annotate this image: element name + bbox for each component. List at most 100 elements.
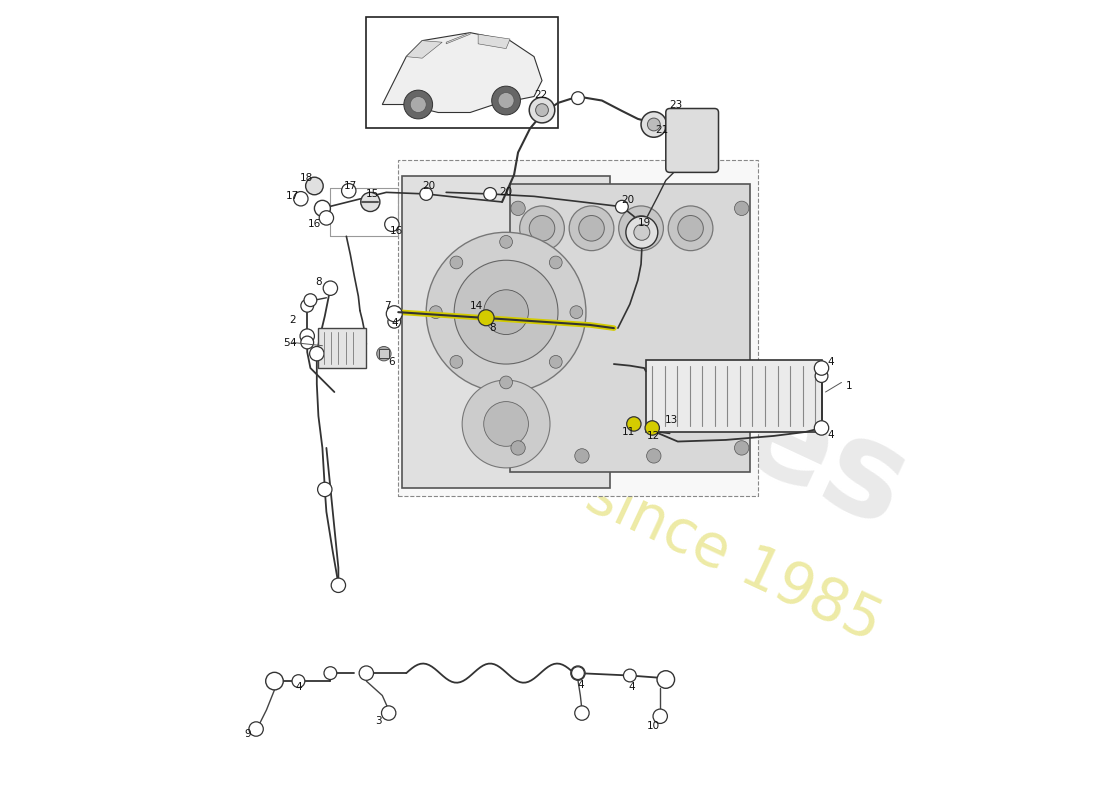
Circle shape xyxy=(388,315,400,328)
Text: 4: 4 xyxy=(578,680,584,690)
Circle shape xyxy=(815,422,828,434)
Circle shape xyxy=(382,706,396,720)
Text: 12: 12 xyxy=(647,431,660,441)
Circle shape xyxy=(575,449,590,463)
Circle shape xyxy=(668,206,713,250)
Text: 17: 17 xyxy=(286,191,299,202)
Text: a passion for parts: a passion for parts xyxy=(495,286,764,434)
Text: 4: 4 xyxy=(295,682,301,693)
Text: 4: 4 xyxy=(390,318,397,327)
Text: 4: 4 xyxy=(828,357,835,366)
Text: 16: 16 xyxy=(308,219,321,230)
Circle shape xyxy=(570,306,583,318)
Circle shape xyxy=(634,224,650,240)
Text: 13: 13 xyxy=(664,415,678,425)
Circle shape xyxy=(624,669,636,682)
Text: 20: 20 xyxy=(499,187,513,198)
Text: 8: 8 xyxy=(490,323,496,333)
Circle shape xyxy=(478,310,494,326)
Circle shape xyxy=(735,201,749,215)
Circle shape xyxy=(300,329,315,343)
FancyBboxPatch shape xyxy=(510,184,750,472)
Circle shape xyxy=(450,355,463,368)
Circle shape xyxy=(648,118,660,131)
Circle shape xyxy=(529,215,554,241)
Text: 14: 14 xyxy=(470,301,483,310)
Circle shape xyxy=(618,206,663,250)
Circle shape xyxy=(815,370,828,382)
Circle shape xyxy=(331,578,345,593)
Circle shape xyxy=(319,210,333,225)
Circle shape xyxy=(678,215,703,241)
Text: 16: 16 xyxy=(390,226,404,236)
FancyBboxPatch shape xyxy=(403,176,609,488)
FancyBboxPatch shape xyxy=(646,360,822,432)
Text: 20: 20 xyxy=(422,181,436,191)
Circle shape xyxy=(484,290,528,334)
Text: 3: 3 xyxy=(375,716,382,726)
Circle shape xyxy=(814,361,828,375)
Text: 10: 10 xyxy=(647,721,660,731)
Text: 15: 15 xyxy=(366,189,379,199)
Circle shape xyxy=(323,281,338,295)
Circle shape xyxy=(529,98,554,123)
Circle shape xyxy=(641,112,667,138)
Circle shape xyxy=(569,206,614,250)
Circle shape xyxy=(628,215,653,241)
Circle shape xyxy=(510,441,525,455)
Text: 11: 11 xyxy=(621,427,635,437)
Circle shape xyxy=(359,666,374,680)
Circle shape xyxy=(647,449,661,463)
Circle shape xyxy=(645,421,659,435)
Polygon shape xyxy=(478,34,510,49)
Circle shape xyxy=(657,670,674,688)
Text: jares: jares xyxy=(540,280,927,552)
Circle shape xyxy=(385,217,399,231)
Text: 21: 21 xyxy=(656,125,669,135)
Text: since 1985: since 1985 xyxy=(578,466,890,653)
Text: 23: 23 xyxy=(670,99,683,110)
FancyBboxPatch shape xyxy=(366,17,558,129)
Text: 17: 17 xyxy=(343,181,358,191)
FancyBboxPatch shape xyxy=(318,328,366,368)
Circle shape xyxy=(549,355,562,368)
Circle shape xyxy=(300,299,313,312)
Circle shape xyxy=(342,183,356,198)
Circle shape xyxy=(404,90,432,119)
Text: 2: 2 xyxy=(289,315,296,325)
Text: 4: 4 xyxy=(628,682,635,693)
Circle shape xyxy=(626,216,658,248)
FancyBboxPatch shape xyxy=(398,161,758,496)
Text: 18: 18 xyxy=(300,173,313,183)
Circle shape xyxy=(304,294,317,306)
Circle shape xyxy=(492,86,520,115)
Text: 1: 1 xyxy=(846,381,852,390)
FancyBboxPatch shape xyxy=(379,349,388,358)
Text: 9: 9 xyxy=(245,729,252,739)
Circle shape xyxy=(499,235,513,248)
Circle shape xyxy=(616,200,628,213)
Circle shape xyxy=(484,187,496,200)
Circle shape xyxy=(426,232,586,392)
Circle shape xyxy=(499,376,513,389)
Circle shape xyxy=(420,187,432,200)
Circle shape xyxy=(292,674,305,687)
Circle shape xyxy=(572,92,584,105)
Circle shape xyxy=(266,672,284,690)
Text: 8: 8 xyxy=(315,277,321,287)
Circle shape xyxy=(549,256,562,269)
Circle shape xyxy=(306,177,323,194)
Circle shape xyxy=(735,441,749,455)
Circle shape xyxy=(324,666,337,679)
Circle shape xyxy=(627,417,641,431)
Circle shape xyxy=(315,200,330,216)
Circle shape xyxy=(484,402,528,446)
Circle shape xyxy=(510,201,525,215)
Text: 4: 4 xyxy=(289,338,296,347)
Circle shape xyxy=(579,215,604,241)
Text: 5: 5 xyxy=(283,338,289,347)
Circle shape xyxy=(429,306,442,318)
Circle shape xyxy=(814,421,828,435)
Circle shape xyxy=(410,97,426,113)
Text: 7: 7 xyxy=(384,301,390,310)
